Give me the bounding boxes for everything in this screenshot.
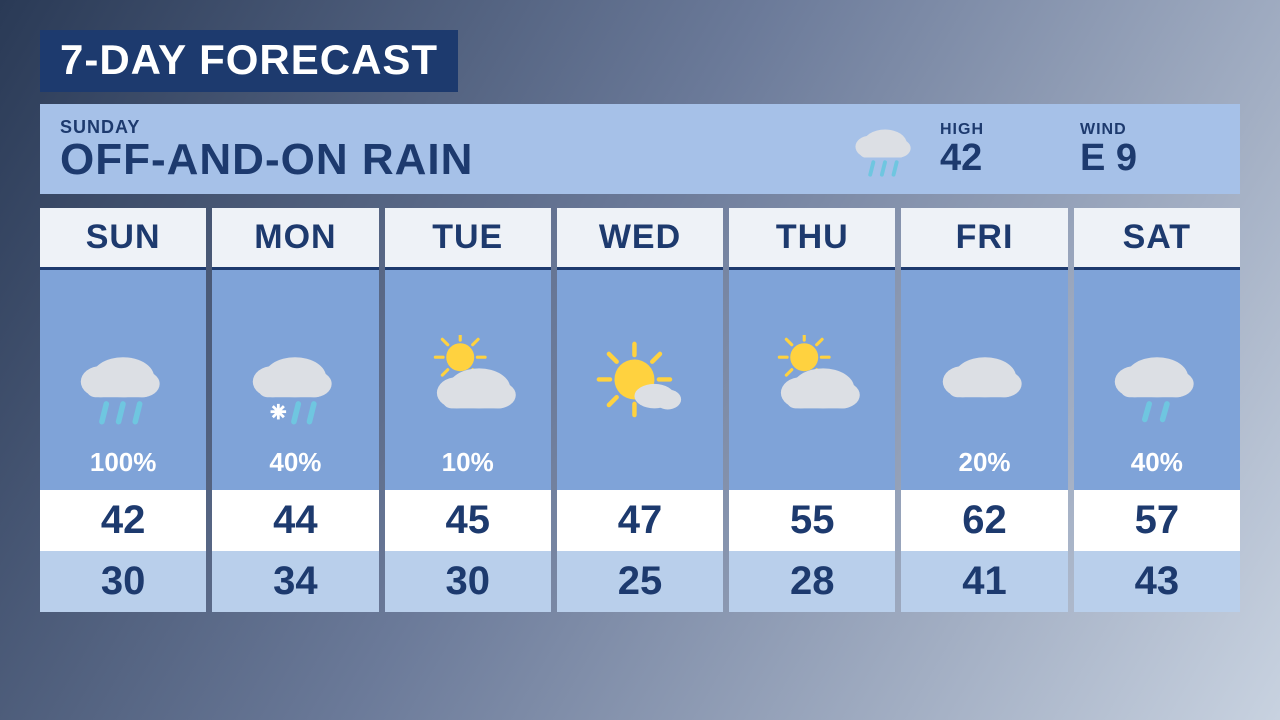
day-icon-cell: 40% <box>212 270 378 490</box>
day-abbr: TUE <box>385 208 551 270</box>
today-high-block: HIGH 42 <box>940 121 1080 177</box>
day-high: 47 <box>557 490 723 551</box>
high-value: 42 <box>940 139 1080 177</box>
precip-chance: 40% <box>269 447 321 478</box>
day-icon-cell: 100% <box>40 270 206 490</box>
forecast-grid: SUN 100% 42 30 MON 40% 44 34 TUE 10% 45 <box>40 208 1240 612</box>
day-abbr: MON <box>212 208 378 270</box>
snow-rain-icon <box>245 335 345 435</box>
day-icon-cell: 20% <box>901 270 1067 490</box>
day-icon-cell: 10% <box>385 270 551 490</box>
day-column: SUN 100% 42 30 <box>40 208 206 612</box>
today-icon <box>830 114 940 184</box>
today-wind-block: WIND E 9 <box>1080 121 1220 177</box>
today-condition: OFF-AND-ON RAIN <box>60 138 830 182</box>
day-icon-cell <box>729 270 895 490</box>
day-high: 55 <box>729 490 895 551</box>
day-high: 42 <box>40 490 206 551</box>
rain-light-icon <box>1107 335 1207 435</box>
day-icon-cell <box>557 270 723 490</box>
today-banner: SUNDAY OFF-AND-ON RAIN HIGH 42 WIND E 9 <box>40 104 1240 194</box>
day-low: 34 <box>212 551 378 612</box>
day-high: 62 <box>901 490 1067 551</box>
day-column: WED 47 25 <box>557 208 723 612</box>
precip-chance: 40% <box>1131 447 1183 478</box>
day-abbr: WED <box>557 208 723 270</box>
wind-value: E 9 <box>1080 139 1220 177</box>
precip-chance: 100% <box>90 447 157 478</box>
title-text: 7-DAY FORECAST <box>60 36 438 84</box>
day-low: 43 <box>1074 551 1240 612</box>
rain-icon <box>73 335 173 435</box>
day-column: MON 40% 44 34 <box>212 208 378 612</box>
sun-cloud-icon <box>418 335 518 435</box>
day-abbr: FRI <box>901 208 1067 270</box>
precip-chance: 20% <box>959 447 1011 478</box>
forecast-panel: 7-DAY FORECAST SUNDAY OFF-AND-ON RAIN HI… <box>0 0 1280 642</box>
precip-chance: 10% <box>442 447 494 478</box>
day-high: 44 <box>212 490 378 551</box>
day-column: FRI 20% 62 41 <box>901 208 1067 612</box>
title-box: 7-DAY FORECAST <box>40 30 458 92</box>
day-low: 30 <box>385 551 551 612</box>
day-low: 41 <box>901 551 1067 612</box>
cloudy-icon <box>935 335 1035 435</box>
day-abbr: SAT <box>1074 208 1240 270</box>
day-column: SAT 40% 57 43 <box>1074 208 1240 612</box>
day-column: THU 55 28 <box>729 208 895 612</box>
day-abbr: THU <box>729 208 895 270</box>
day-low: 30 <box>40 551 206 612</box>
day-low: 28 <box>729 551 895 612</box>
day-low: 25 <box>557 551 723 612</box>
day-high: 57 <box>1074 490 1240 551</box>
sunny-icon <box>590 335 690 435</box>
day-column: TUE 10% 45 30 <box>385 208 551 612</box>
day-abbr: SUN <box>40 208 206 270</box>
day-icon-cell: 40% <box>1074 270 1240 490</box>
sun-cloud-icon <box>762 335 862 435</box>
day-high: 45 <box>385 490 551 551</box>
